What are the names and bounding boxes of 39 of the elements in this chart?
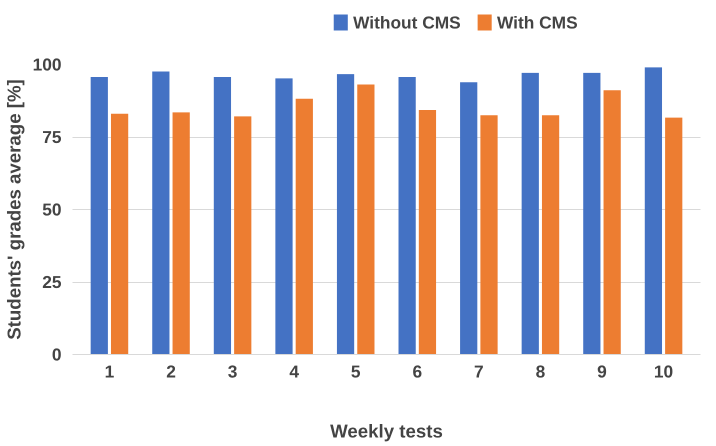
bar <box>357 84 374 354</box>
x-tick-label: 10 <box>654 362 674 382</box>
x-tick-label: 5 <box>350 362 361 382</box>
y-tick-label: 50 <box>42 200 62 220</box>
bar <box>480 115 498 354</box>
bar <box>275 78 293 354</box>
x-tick-label: 3 <box>228 362 238 382</box>
bar <box>296 98 313 354</box>
legend-label: With CMS <box>496 12 578 32</box>
x-tick-label: 4 <box>289 362 300 382</box>
x-tick-label: 1 <box>104 362 115 382</box>
bar <box>522 72 539 354</box>
bar <box>336 74 354 354</box>
bar <box>90 76 108 354</box>
bar <box>214 76 232 354</box>
y-tick-label: 0 <box>52 344 62 364</box>
y-axis-title: Students' grades average [%] <box>4 79 25 340</box>
x-axis-title: Weekly tests <box>330 420 443 442</box>
y-tick-label: 25 <box>42 272 62 292</box>
bar <box>398 76 416 354</box>
y-tick-label: 100 <box>32 54 62 74</box>
bar <box>542 115 560 354</box>
bar <box>152 71 170 354</box>
bar <box>604 90 621 354</box>
x-tick-label: 2 <box>166 362 176 382</box>
bar <box>418 110 436 354</box>
bar <box>110 114 128 354</box>
x-tick-label: 8 <box>536 362 546 382</box>
x-tick-label: 6 <box>412 362 422 382</box>
x-tick-label: 7 <box>474 362 484 382</box>
bar <box>234 116 252 354</box>
bar <box>460 82 478 354</box>
bar <box>665 118 682 354</box>
legend-label: Without CMS <box>353 12 461 32</box>
bar <box>583 72 600 354</box>
bar <box>172 112 190 354</box>
y-tick-label: 75 <box>42 127 62 147</box>
bar <box>644 67 662 354</box>
x-tick-label: 9 <box>597 362 607 382</box>
